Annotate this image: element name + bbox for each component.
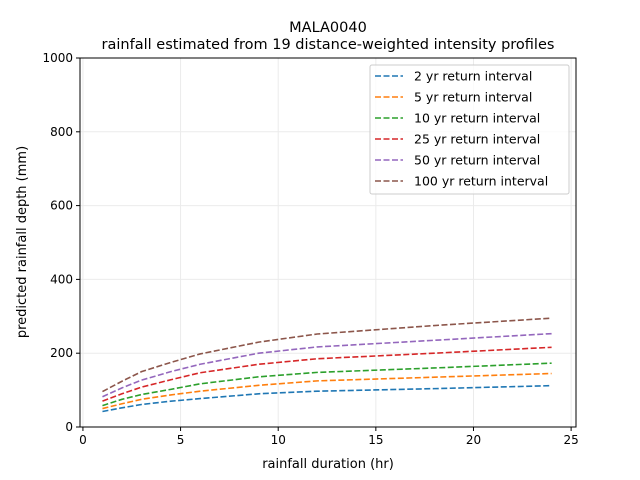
x-tick-label: 25 bbox=[563, 433, 578, 447]
x-axis-label: rainfall duration (hr) bbox=[262, 457, 394, 472]
x-tick-label: 5 bbox=[177, 433, 185, 447]
x-tick-label: 15 bbox=[368, 433, 383, 447]
x-tick-label: 20 bbox=[466, 433, 481, 447]
x-axis: 0 5 10 15 20 25 bbox=[79, 427, 579, 447]
plot-frame bbox=[79, 57, 577, 428]
series-line bbox=[102, 317, 552, 393]
legend: 2 yr return interval 5 yr return interval… bbox=[369, 64, 570, 195]
legend-label: 25 yr return interval bbox=[414, 132, 540, 147]
legend-label: 5 yr return interval bbox=[414, 90, 532, 105]
y-tick-label: 0 bbox=[65, 420, 73, 434]
legend-label: 2 yr return interval bbox=[414, 69, 532, 84]
series-line bbox=[102, 346, 552, 402]
legend-label: 10 yr return interval bbox=[414, 111, 540, 126]
x-tick-label: 10 bbox=[271, 433, 286, 447]
chart-subtitle: rainfall estimated from 19 distance-weig… bbox=[102, 37, 555, 53]
x-tick-label: 0 bbox=[79, 433, 87, 447]
y-tick-label: 800 bbox=[50, 125, 73, 139]
chart-title: MALA0040 bbox=[289, 20, 367, 36]
series-line bbox=[102, 384, 552, 413]
y-axis-label: predicted rainfall depth (mm) bbox=[15, 146, 30, 338]
series-line bbox=[102, 362, 552, 407]
legend-box bbox=[369, 64, 570, 195]
y-tick-label: 600 bbox=[50, 199, 73, 213]
y-tick-label: 400 bbox=[50, 272, 73, 286]
y-tick-label: 200 bbox=[50, 346, 73, 360]
series-lines bbox=[102, 317, 552, 413]
series-line bbox=[102, 372, 552, 410]
series-line bbox=[102, 332, 552, 398]
y-axis: 0 200 400 600 800 1000 bbox=[42, 51, 80, 434]
legend-label: 100 yr return interval bbox=[414, 174, 548, 189]
y-tick-label: 1000 bbox=[42, 51, 73, 65]
legend-label: 50 yr return interval bbox=[414, 153, 540, 168]
